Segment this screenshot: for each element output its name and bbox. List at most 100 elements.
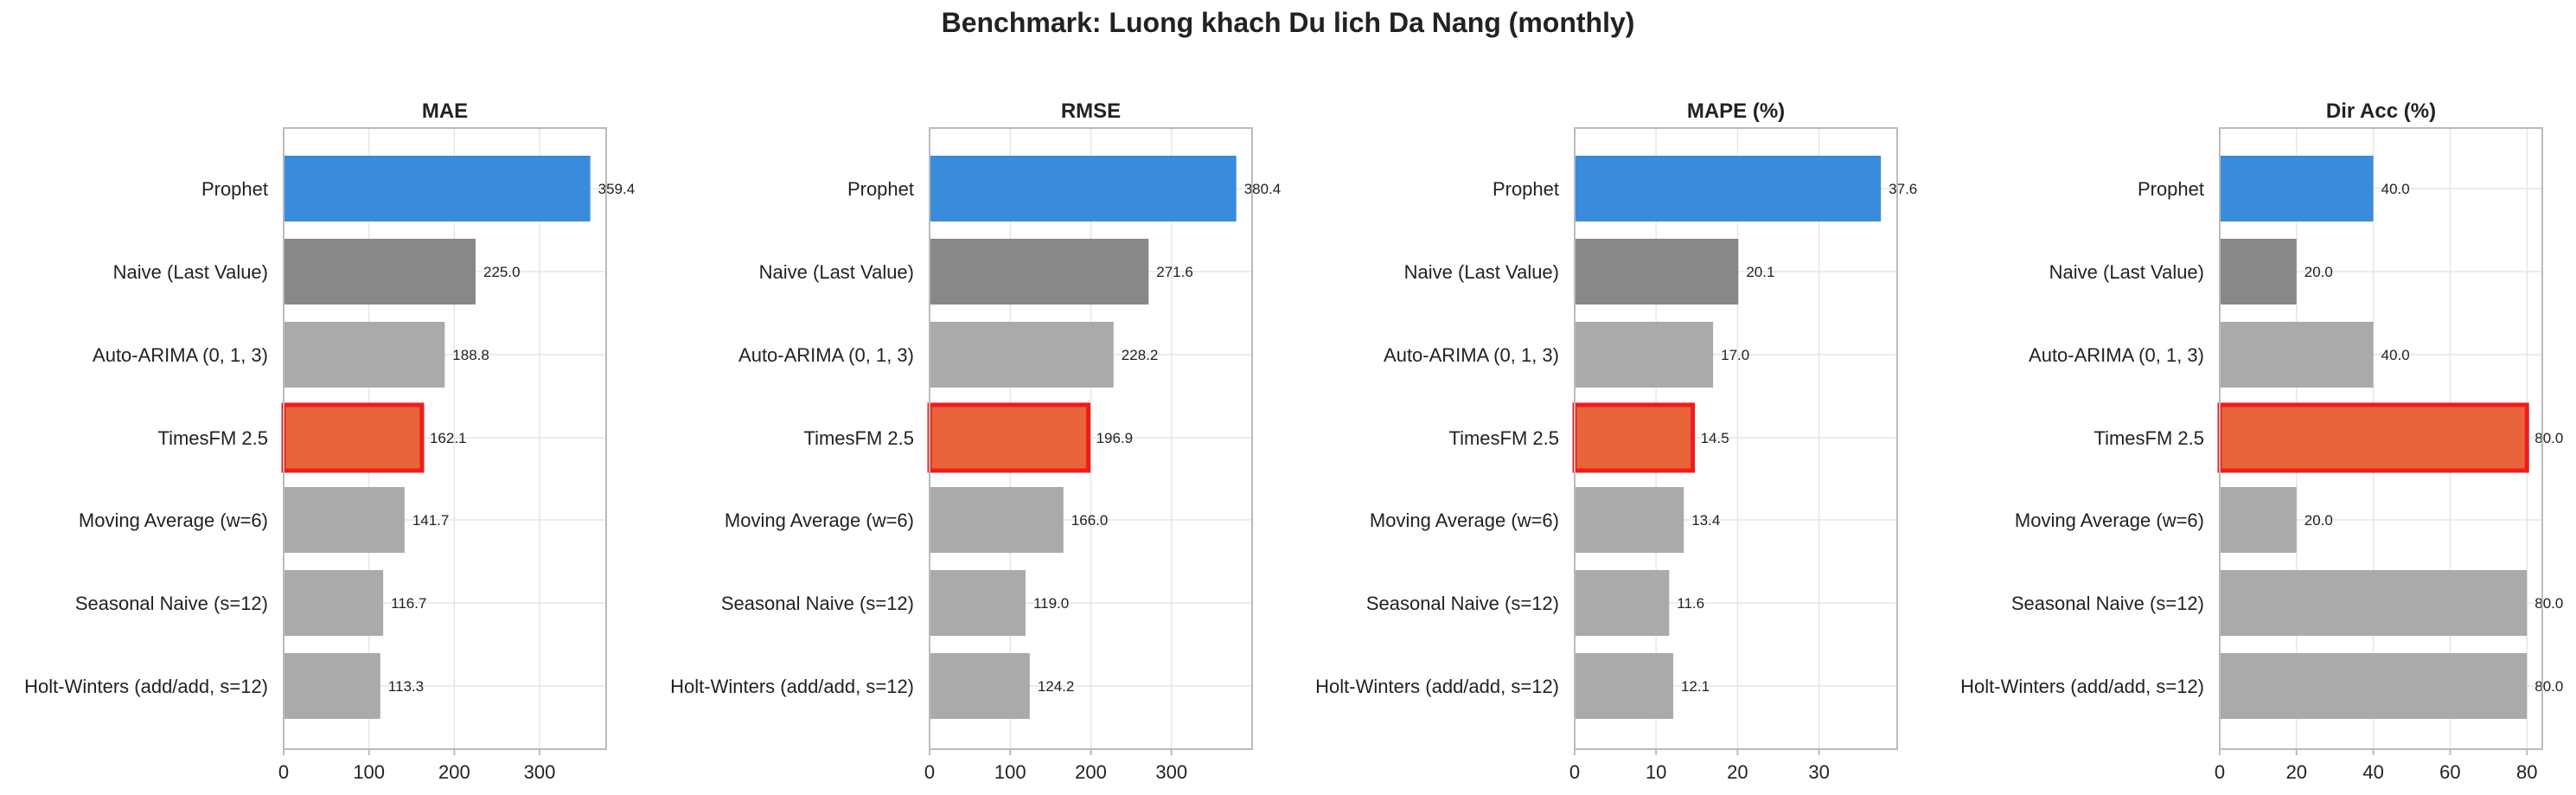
x-tick-label: 0	[924, 761, 935, 783]
bar-auto-arima-0-1-3	[2220, 322, 2374, 388]
bar-naive-last-value	[284, 239, 476, 305]
bar-timesfm-2-5	[2217, 402, 2529, 473]
category-label: Naive (Last Value)	[2049, 261, 2204, 283]
bar-seasonal-naive-s-12	[284, 570, 384, 636]
chart-suptitle: Benchmark: Luong khach Du lich Da Nang (…	[941, 7, 1635, 38]
category-label: Auto-ARIMA (0, 1, 3)	[93, 344, 268, 366]
x-tick-label: 300	[1155, 761, 1187, 783]
bar-prophet	[2220, 156, 2374, 221]
panel-title: MAE	[422, 99, 468, 123]
panel-title: RMSE	[1061, 99, 1121, 123]
bar-holt-winters-add-add-s-12	[930, 653, 1030, 719]
bar-value-label: 116.7	[391, 595, 426, 612]
bar-seasonal-naive-s-12	[930, 570, 1026, 636]
bar-value-label: 20.1	[1746, 264, 1774, 280]
bar-value-label: 141.7	[412, 512, 450, 529]
bar-value-label: 40.0	[2381, 181, 2410, 197]
bar-auto-arima-0-1-3	[284, 322, 445, 388]
x-tick-label: 300	[524, 761, 556, 783]
category-label: Holt-Winters (add/add, s=12)	[1315, 676, 1559, 697]
category-label: Holt-Winters (add/add, s=12)	[1960, 676, 2204, 697]
bar-value-label: 80.0	[2534, 678, 2563, 695]
bar-seasonal-naive-s-12	[2220, 570, 2528, 636]
category-label: Seasonal Naive (s=12)	[75, 593, 268, 614]
category-label: Naive (Last Value)	[113, 261, 268, 283]
x-tick-label: 20	[2286, 761, 2307, 783]
x-tick-label: 40	[2362, 761, 2383, 783]
category-label: Holt-Winters (add/add, s=12)	[24, 676, 268, 697]
category-label: TimesFM 2.5	[803, 427, 914, 449]
category-label: Moving Average (w=6)	[2015, 510, 2204, 531]
category-label: Holt-Winters (add/add, s=12)	[670, 676, 914, 697]
bar-value-label: 228.2	[1122, 347, 1159, 363]
x-tick-label: 0	[278, 761, 289, 783]
bar-naive-last-value	[1575, 239, 1739, 305]
x-tick-label: 0	[1569, 761, 1580, 783]
bar-value-label: 166.0	[1071, 512, 1109, 529]
category-label: Prophet	[1493, 178, 1559, 200]
x-tick-label: 20	[1727, 761, 1748, 783]
bar-value-label: 20.0	[2304, 264, 2333, 280]
category-label: Prophet	[201, 178, 268, 200]
bar-value-label: 196.9	[1096, 430, 1134, 446]
category-label: TimesFM 2.5	[157, 427, 268, 449]
x-tick-label: 0	[2215, 761, 2225, 783]
bar-value-label: 14.5	[1701, 430, 1729, 446]
bar-moving-average-w-6	[284, 487, 405, 553]
panel-title: MAPE (%)	[1687, 99, 1785, 123]
x-tick-label: 80	[2516, 761, 2537, 783]
x-tick-label: 30	[1808, 761, 1829, 783]
bar-value-label: 20.0	[2304, 512, 2333, 529]
category-label: Seasonal Naive (s=12)	[1366, 593, 1559, 614]
axes-frame	[1574, 127, 1898, 750]
bar-seasonal-naive-s-12	[1575, 570, 1670, 636]
category-label: Auto-ARIMA (0, 1, 3)	[2029, 344, 2204, 366]
bar-moving-average-w-6	[2220, 487, 2297, 553]
category-label: Naive (Last Value)	[1404, 261, 1559, 283]
bar-prophet	[1575, 156, 1882, 221]
bar-value-label: 271.6	[1156, 264, 1193, 280]
x-tick-label: 100	[994, 761, 1026, 783]
bar-value-label: 80.0	[2534, 595, 2563, 612]
bar-holt-winters-add-add-s-12	[2220, 653, 2528, 719]
bar-value-label: 37.6	[1889, 181, 1917, 197]
x-tick-label: 200	[438, 761, 470, 783]
bar-naive-last-value	[930, 239, 1149, 305]
bar-value-label: 17.0	[1721, 347, 1749, 363]
bar-moving-average-w-6	[1575, 487, 1684, 553]
x-tick-label: 100	[353, 761, 385, 783]
category-label: Seasonal Naive (s=12)	[2011, 593, 2204, 614]
bar-value-label: 119.0	[1033, 595, 1069, 612]
bar-value-label: 124.2	[1038, 678, 1075, 695]
bar-moving-average-w-6	[930, 487, 1064, 553]
category-label: Seasonal Naive (s=12)	[721, 593, 914, 614]
category-label: Auto-ARIMA (0, 1, 3)	[738, 344, 914, 366]
bar-holt-winters-add-add-s-12	[1575, 653, 1673, 719]
axes-frame	[2219, 127, 2543, 750]
bar-timesfm-2-5	[281, 402, 425, 473]
x-tick-label: 60	[2439, 761, 2460, 783]
bar-value-label: 80.0	[2534, 430, 2563, 446]
bar-naive-last-value	[2220, 239, 2297, 305]
bar-value-label: 13.4	[1691, 512, 1720, 529]
bar-prophet	[930, 156, 1237, 221]
bar-value-label: 162.1	[430, 430, 467, 446]
panel-title: Dir Acc (%)	[2326, 99, 2436, 123]
category-label: TimesFM 2.5	[2093, 427, 2204, 449]
bar-timesfm-2-5	[1572, 402, 1696, 473]
bar-value-label: 113.3	[388, 678, 424, 695]
bar-value-label: 12.1	[1681, 678, 1710, 695]
category-label: Moving Average (w=6)	[1370, 510, 1559, 531]
category-label: TimesFM 2.5	[1448, 427, 1559, 449]
bar-value-label: 380.4	[1244, 181, 1282, 197]
axes-frame	[283, 127, 607, 750]
bar-value-label: 40.0	[2381, 347, 2410, 363]
bar-value-label: 359.4	[598, 181, 636, 197]
category-label: Moving Average (w=6)	[79, 510, 268, 531]
category-label: Naive (Last Value)	[759, 261, 914, 283]
category-label: Prophet	[847, 178, 914, 200]
category-label: Moving Average (w=6)	[725, 510, 914, 531]
x-tick-label: 200	[1075, 761, 1107, 783]
bar-value-label: 225.0	[483, 264, 521, 280]
